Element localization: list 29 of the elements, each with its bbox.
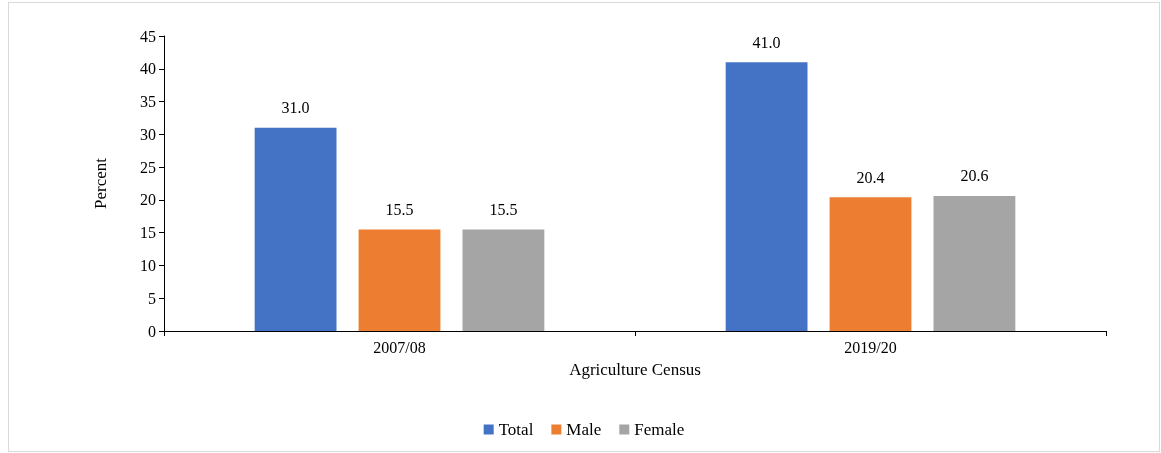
data-label: 20.6 (960, 167, 989, 185)
legend-label: Total (498, 420, 534, 439)
y-tick-label: 25 (140, 158, 156, 176)
bar (725, 62, 808, 331)
y-tick-label: 5 (148, 289, 156, 307)
bar (462, 229, 545, 331)
data-label: 20.4 (856, 168, 885, 186)
bar (358, 229, 441, 331)
x-axis-title: Agriculture Census (569, 360, 701, 379)
y-tick-label: 15 (140, 224, 156, 242)
y-tick-label: 10 (140, 256, 156, 274)
legend-label: Male (566, 420, 602, 439)
y-axis-title: Percent (91, 157, 110, 209)
bar (254, 127, 337, 331)
y-tick-label: 0 (148, 322, 156, 340)
legend-label: Female (634, 420, 685, 439)
y-tick-label: 20 (140, 191, 156, 209)
bar (829, 197, 912, 331)
data-label: 15.5 (489, 200, 518, 218)
y-tick-label: 45 (140, 27, 156, 45)
y-tick-label: 30 (140, 125, 156, 143)
x-tick-label: 2007/08 (373, 338, 426, 356)
data-label: 41.0 (752, 33, 781, 51)
bar (933, 195, 1016, 331)
data-label: 15.5 (385, 200, 414, 218)
data-label: 31.0 (281, 99, 310, 117)
y-tick-label: 40 (140, 60, 156, 78)
x-tick-label: 2019/20 (844, 338, 897, 356)
y-tick-label: 35 (140, 93, 156, 111)
